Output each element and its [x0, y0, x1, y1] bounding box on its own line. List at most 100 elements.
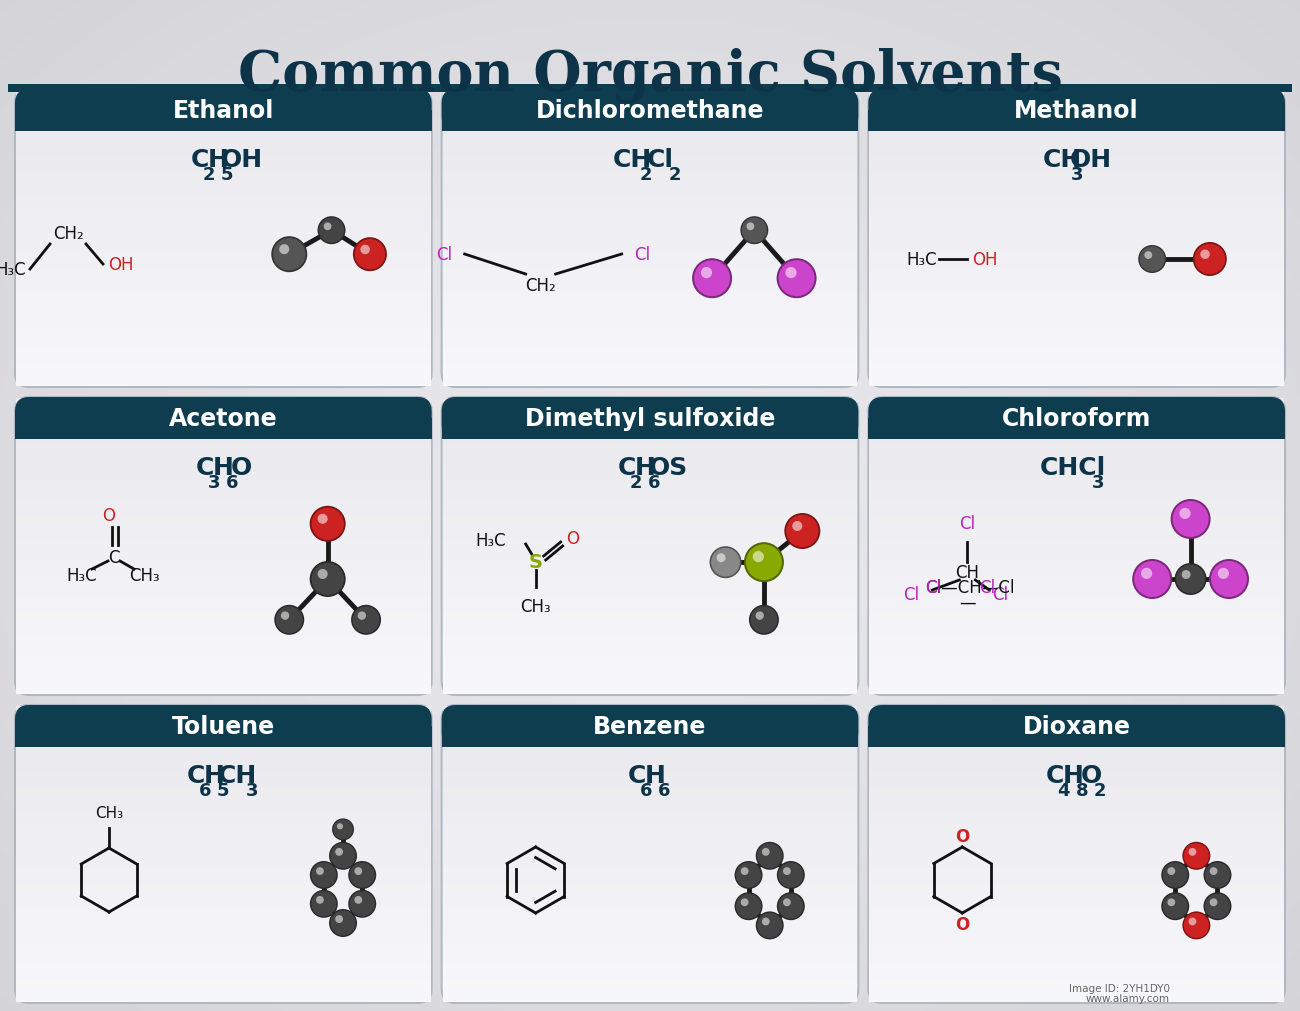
Circle shape: [736, 862, 762, 888]
Bar: [16, 406, 430, 413]
Bar: [443, 135, 857, 143]
Bar: [870, 246, 1284, 254]
Bar: [870, 973, 1284, 980]
Bar: [870, 372, 1284, 379]
Bar: [443, 665, 857, 672]
Circle shape: [1204, 861, 1231, 889]
Bar: [16, 665, 430, 672]
Bar: [443, 143, 857, 150]
Bar: [16, 413, 430, 421]
Bar: [16, 943, 430, 950]
Bar: [442, 419, 858, 440]
Bar: [870, 547, 1284, 554]
Text: 5: 5: [217, 782, 230, 800]
Bar: [443, 180, 857, 187]
Bar: [16, 568, 430, 576]
Circle shape: [1183, 912, 1210, 939]
Bar: [443, 194, 857, 202]
Bar: [443, 487, 857, 494]
Circle shape: [1193, 243, 1227, 277]
Circle shape: [762, 848, 770, 856]
Text: Cl: Cl: [633, 246, 650, 264]
Bar: [870, 884, 1284, 891]
Bar: [443, 343, 857, 350]
Bar: [443, 98, 857, 106]
Circle shape: [744, 543, 784, 582]
Text: H₃C: H₃C: [474, 532, 506, 549]
Bar: [870, 194, 1284, 202]
Circle shape: [741, 867, 749, 876]
Bar: [870, 765, 1284, 772]
Bar: [16, 343, 430, 350]
Bar: [443, 216, 857, 224]
Bar: [16, 606, 430, 613]
Circle shape: [332, 819, 354, 840]
Bar: [16, 517, 430, 525]
Bar: [870, 817, 1284, 825]
Circle shape: [333, 820, 352, 839]
Bar: [870, 312, 1284, 320]
Bar: [870, 135, 1284, 143]
FancyBboxPatch shape: [868, 706, 1284, 747]
Bar: [16, 613, 430, 621]
Bar: [443, 599, 857, 606]
Circle shape: [1132, 559, 1173, 600]
Bar: [16, 120, 430, 127]
Bar: [870, 891, 1284, 899]
Bar: [16, 554, 430, 561]
Bar: [443, 788, 857, 795]
Bar: [443, 686, 857, 695]
Circle shape: [779, 261, 815, 297]
Circle shape: [324, 223, 332, 231]
Bar: [16, 150, 430, 158]
Bar: [870, 679, 1284, 686]
Text: OH: OH: [220, 148, 263, 172]
Bar: [443, 187, 857, 194]
Bar: [870, 254, 1284, 261]
FancyBboxPatch shape: [868, 90, 1284, 387]
Text: H₃C: H₃C: [66, 566, 96, 584]
Text: 3: 3: [1092, 473, 1104, 491]
Bar: [870, 165, 1284, 172]
Bar: [16, 398, 430, 406]
Circle shape: [757, 913, 783, 938]
Bar: [443, 966, 857, 973]
FancyBboxPatch shape: [16, 90, 432, 387]
Bar: [16, 832, 430, 839]
Bar: [16, 913, 430, 921]
Bar: [870, 487, 1284, 494]
Bar: [443, 650, 857, 657]
Bar: [16, 246, 430, 254]
Text: 4: 4: [1058, 782, 1070, 800]
Bar: [16, 750, 430, 758]
Text: C: C: [196, 456, 214, 479]
Bar: [870, 276, 1284, 283]
Text: Dichloromethane: Dichloromethane: [536, 99, 764, 123]
Circle shape: [1205, 894, 1230, 919]
Text: 6: 6: [199, 782, 212, 800]
Bar: [443, 239, 857, 246]
FancyBboxPatch shape: [442, 706, 858, 1003]
Circle shape: [311, 862, 337, 888]
Bar: [16, 590, 430, 599]
Bar: [870, 606, 1284, 613]
Bar: [16, 672, 430, 679]
Text: C: C: [618, 456, 636, 479]
Text: Common Organic Solvents: Common Organic Solvents: [238, 49, 1062, 103]
Bar: [870, 613, 1284, 621]
Bar: [443, 743, 857, 750]
Text: CH₃: CH₃: [95, 805, 124, 820]
Bar: [443, 643, 857, 650]
Bar: [870, 795, 1284, 803]
Circle shape: [281, 612, 290, 620]
Circle shape: [762, 918, 770, 925]
Circle shape: [355, 896, 363, 904]
Bar: [16, 419, 432, 440]
Circle shape: [330, 843, 356, 868]
Bar: [870, 913, 1284, 921]
Text: Cl: Cl: [959, 515, 975, 533]
Bar: [443, 320, 857, 328]
Circle shape: [1204, 893, 1231, 920]
Bar: [16, 825, 430, 832]
Bar: [870, 832, 1284, 839]
